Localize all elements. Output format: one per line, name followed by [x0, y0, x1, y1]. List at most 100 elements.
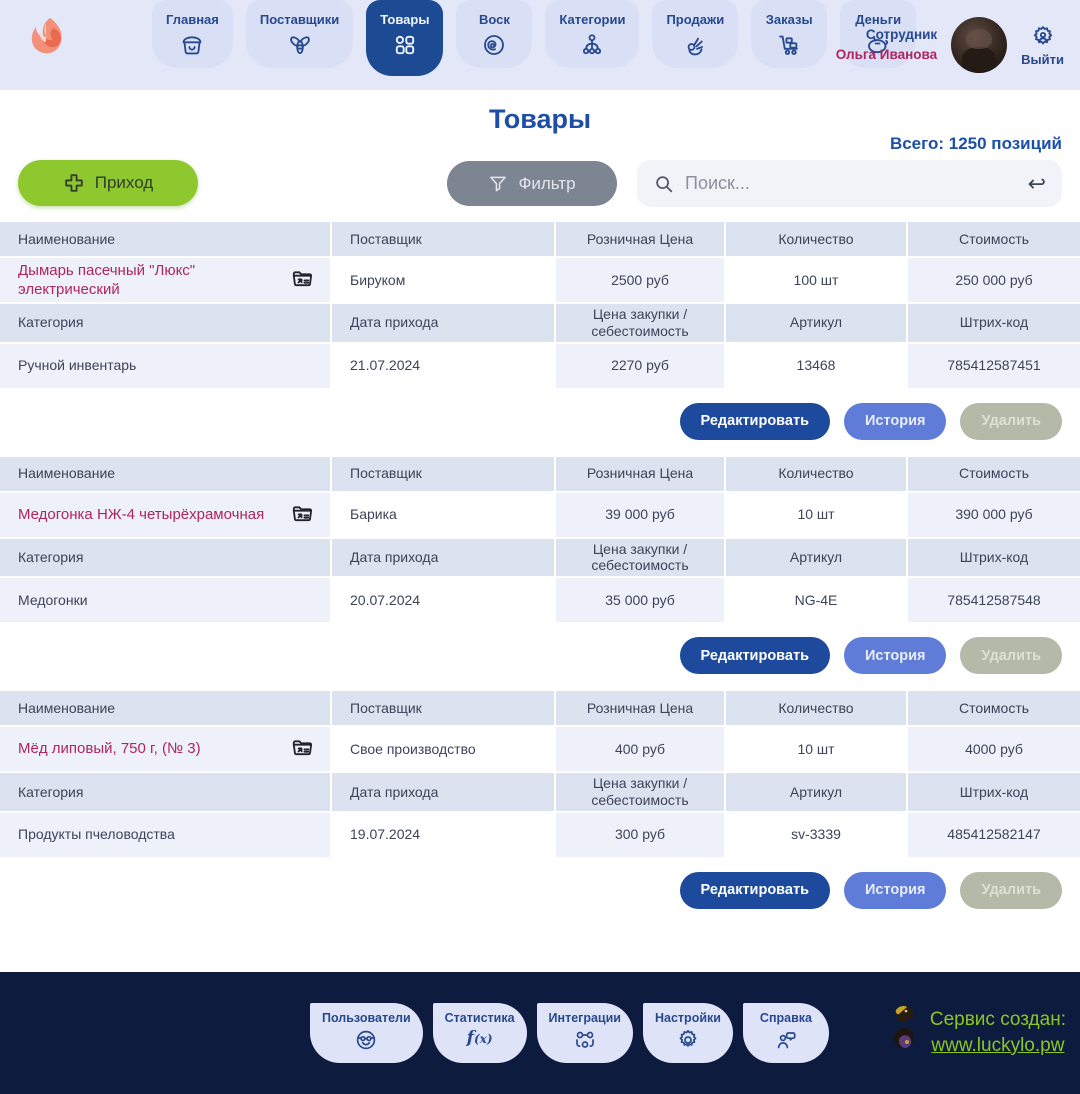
footer-label: Статистика: [444, 1010, 515, 1025]
category-cell: Ручной инвентарь: [0, 343, 330, 388]
logout-button[interactable]: Выйти: [1021, 24, 1064, 67]
arrival-date-cell: 21.07.2024: [332, 343, 554, 388]
supplier-cell: Бируком: [332, 258, 554, 302]
retail-price-cell: 39 000 руб: [556, 492, 724, 537]
quantity-cell: 100 шт: [726, 258, 906, 302]
product-name-link[interactable]: Дымарь пасечный "Люкс" электрический: [18, 261, 196, 299]
quantity-cell: 10 шт: [726, 727, 906, 772]
enter-arrow-icon[interactable]: ↩: [1027, 170, 1046, 196]
employee-label: Сотрудник: [865, 26, 938, 42]
quantity-cell: 10 шт: [726, 492, 906, 537]
supplier-cell: Барика: [332, 492, 554, 537]
col-header-barcode: Штрих-код: [908, 773, 1080, 811]
tab-prodazhi[interactable]: Продажи: [652, 0, 739, 68]
col-header-arrival-date: Дата прихода: [332, 773, 554, 811]
footer-label: Интеграции: [548, 1010, 621, 1025]
col-header-arrival-date: Дата прихода: [332, 304, 554, 342]
history-button[interactable]: История: [843, 871, 947, 909]
credit-label: Сервис создан:: [929, 1009, 1066, 1031]
footer-item-integracii[interactable]: Интеграции: [536, 1002, 633, 1063]
footer-item-polzovateli[interactable]: Пользователи: [310, 1002, 423, 1063]
search-icon: [656, 175, 673, 192]
tab-dengi[interactable]: Деньги: [840, 0, 917, 68]
purchase-price-cell: 300 руб: [556, 812, 724, 857]
col-header-category: Категория: [0, 538, 330, 577]
footer-label: Настройки: [655, 1010, 721, 1025]
tab-tovary[interactable]: Товары: [366, 0, 444, 76]
toucan-icon: [893, 1005, 914, 1048]
product-name-cell: Медогонка НЖ-4 четырёхрамочная: [0, 492, 330, 537]
edit-button[interactable]: Редактировать: [679, 402, 830, 440]
tab-label: Поставщики: [259, 12, 340, 27]
bee-icon: [289, 36, 310, 55]
delete-button[interactable]: Удалить: [960, 871, 1062, 909]
smiley-glasses-icon: [357, 1030, 376, 1050]
gear-icon: [679, 1029, 697, 1047]
product-name-link[interactable]: Медогонка НЖ-4 четырёхрамочная: [18, 505, 265, 523]
main-tabs: Главная Поставщики Товары: [152, 0, 917, 76]
employee-info: Сотрудник Ольга Иванова: [836, 25, 937, 66]
footer-item-spravka[interactable]: Справка: [742, 1002, 829, 1063]
avatar[interactable]: [951, 17, 1008, 73]
history-button[interactable]: История: [843, 637, 947, 675]
open-card-icon[interactable]: [290, 267, 316, 293]
product-block: Наименование Поставщик Розничная Цена Ко…: [0, 456, 1080, 692]
arrival-date-cell: 19.07.2024: [332, 812, 554, 857]
search-bar: ↩: [637, 160, 1062, 207]
ok-hand-icon: [688, 37, 704, 56]
tab-vosk[interactable]: Воск: [456, 0, 533, 68]
tab-glavnaya[interactable]: Главная: [152, 0, 233, 68]
sku-cell: NG-4E: [726, 578, 906, 623]
col-header-barcode: Штрих-код: [908, 304, 1080, 342]
hierarchy-icon: [583, 34, 602, 55]
top-navigation: Главная Поставщики Товары: [0, 0, 1080, 90]
search-input[interactable]: [685, 173, 1018, 194]
product-name-link[interactable]: Мёд липовый, 750 г, (№ 3): [18, 740, 201, 758]
col-header-cost: Стоимость: [908, 691, 1080, 726]
category-cell: Продукты пчеловодства: [0, 812, 330, 857]
tab-label: Товары: [380, 12, 430, 27]
filter-button[interactable]: Фильтр: [447, 161, 617, 206]
delete-button[interactable]: Удалить: [960, 402, 1062, 440]
footer-label: Справка: [759, 1010, 812, 1025]
funnel-icon: [490, 176, 507, 191]
title-row: Товары Всего: 1250 позиций: [0, 104, 1080, 156]
open-card-icon[interactable]: [290, 502, 316, 528]
footer: Пользователи Статистика f(x) Интеграции …: [0, 971, 1080, 1094]
footer-item-nastroyki[interactable]: Настройки: [643, 1002, 733, 1063]
col-header-barcode: Штрих-код: [908, 538, 1080, 577]
income-button[interactable]: Приход: [18, 160, 198, 206]
col-header-sku: Артикул: [726, 304, 906, 342]
footer-item-statistika[interactable]: Статистика f(x): [432, 1002, 527, 1063]
purchase-price-cell: 2270 руб: [556, 343, 724, 388]
open-card-icon[interactable]: [290, 736, 316, 762]
retail-price-cell: 400 руб: [556, 727, 724, 772]
spacer: [0, 926, 1080, 972]
tab-kategorii[interactable]: Категории: [545, 0, 640, 68]
tab-zakazy[interactable]: Заказы: [751, 0, 828, 68]
app-logo-icon: [20, 12, 72, 68]
edit-button[interactable]: Редактировать: [679, 637, 830, 675]
history-button[interactable]: История: [843, 402, 947, 440]
basket-icon: [183, 36, 202, 55]
col-header-purchase-price: Цена закупки / себестоимость: [556, 773, 724, 811]
supplier-cell: Свое производство: [332, 727, 554, 772]
grid-icon: [395, 35, 414, 55]
col-header-supplier: Поставщик: [332, 222, 554, 256]
product-name-cell: Дымарь пасечный "Люкс" электрический: [0, 258, 330, 302]
col-header-category: Категория: [0, 773, 330, 811]
filter-label: Фильтр: [518, 173, 576, 193]
barcode-cell: 785412587451: [908, 343, 1080, 388]
support-person-icon: [777, 1031, 796, 1049]
credit-link[interactable]: www.luckylo.pw: [931, 1034, 1065, 1056]
product-grid: Наименование Поставщик Розничная Цена Ко…: [0, 456, 1080, 623]
page-title: Товары: [488, 104, 592, 134]
tab-label: Продажи: [666, 12, 725, 27]
delete-button[interactable]: Удалить: [960, 637, 1062, 675]
edit-button[interactable]: Редактировать: [679, 871, 830, 909]
col-header-supplier: Поставщик: [332, 456, 554, 491]
col-header-sku: Артикул: [726, 538, 906, 577]
col-header-arrival-date: Дата прихода: [332, 538, 554, 577]
tab-postavshchiki[interactable]: Поставщики: [245, 0, 354, 68]
cost-cell: 250 000 руб: [908, 258, 1080, 302]
